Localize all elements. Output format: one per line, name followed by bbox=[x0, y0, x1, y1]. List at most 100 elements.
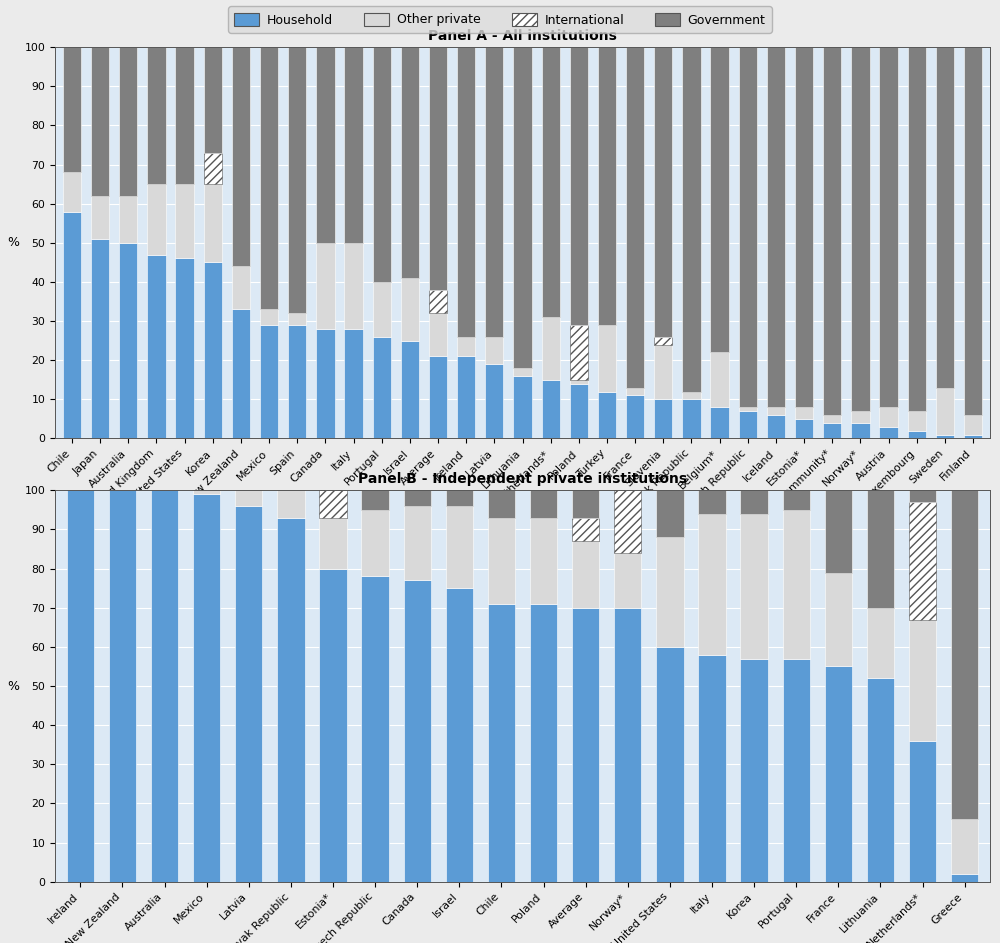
Bar bbox=[710, 407, 729, 438]
Bar bbox=[542, 47, 560, 317]
Bar bbox=[513, 47, 532, 368]
Bar bbox=[542, 317, 560, 380]
Bar bbox=[344, 47, 363, 242]
Bar bbox=[740, 658, 768, 882]
Bar bbox=[654, 344, 672, 400]
Bar bbox=[175, 184, 194, 258]
Bar bbox=[344, 329, 363, 438]
Bar bbox=[316, 242, 335, 329]
Bar bbox=[513, 376, 532, 438]
Bar bbox=[614, 490, 641, 553]
Bar bbox=[767, 407, 785, 415]
Bar bbox=[404, 490, 431, 506]
Bar bbox=[485, 364, 503, 438]
Bar bbox=[825, 572, 852, 667]
Bar bbox=[783, 510, 810, 658]
Bar bbox=[530, 604, 557, 882]
Bar bbox=[204, 262, 222, 438]
Bar bbox=[964, 47, 982, 415]
Bar bbox=[572, 607, 599, 882]
Bar bbox=[361, 576, 389, 882]
Bar bbox=[513, 368, 532, 376]
Bar bbox=[175, 258, 194, 438]
Bar bbox=[457, 356, 475, 438]
Bar bbox=[232, 309, 250, 438]
Bar bbox=[530, 518, 557, 604]
Bar bbox=[530, 490, 557, 518]
Bar bbox=[147, 255, 166, 438]
Bar bbox=[767, 415, 785, 438]
Bar bbox=[319, 490, 347, 518]
Legend: Household, Other private, International, Government: Household, Other private, International,… bbox=[228, 7, 772, 33]
Bar bbox=[654, 47, 672, 337]
Bar bbox=[598, 47, 616, 325]
Bar bbox=[909, 490, 936, 502]
Bar bbox=[446, 506, 473, 588]
Bar bbox=[698, 490, 726, 514]
Bar bbox=[260, 47, 278, 309]
Bar bbox=[429, 47, 447, 290]
Bar bbox=[951, 819, 978, 874]
Bar bbox=[260, 309, 278, 325]
Bar bbox=[319, 569, 347, 882]
Bar bbox=[936, 47, 954, 388]
Title: Panel B - Independent private institutions: Panel B - Independent private institutio… bbox=[358, 472, 687, 487]
Bar bbox=[446, 588, 473, 882]
Bar bbox=[119, 47, 137, 196]
Bar bbox=[488, 490, 515, 518]
Bar bbox=[570, 325, 588, 380]
Bar bbox=[851, 411, 870, 422]
Bar bbox=[429, 356, 447, 438]
Bar bbox=[570, 47, 588, 325]
Bar bbox=[879, 47, 898, 407]
Bar bbox=[63, 47, 81, 173]
Bar bbox=[767, 47, 785, 407]
Bar bbox=[542, 380, 560, 438]
Bar bbox=[823, 47, 841, 415]
Bar bbox=[964, 415, 982, 435]
Bar bbox=[288, 47, 306, 313]
Bar bbox=[739, 411, 757, 438]
Bar bbox=[63, 173, 81, 211]
Bar bbox=[446, 490, 473, 506]
Bar bbox=[373, 282, 391, 337]
Bar bbox=[485, 337, 503, 364]
Bar bbox=[109, 490, 136, 882]
Bar bbox=[63, 211, 81, 438]
Bar bbox=[119, 242, 137, 438]
Bar bbox=[67, 490, 94, 882]
Bar bbox=[825, 490, 852, 572]
Bar bbox=[682, 400, 701, 438]
Y-axis label: %: % bbox=[7, 237, 19, 249]
Bar bbox=[654, 400, 672, 438]
Bar bbox=[235, 490, 262, 506]
Bar bbox=[936, 388, 954, 435]
Bar bbox=[91, 196, 109, 239]
Bar bbox=[783, 658, 810, 882]
Bar bbox=[909, 620, 936, 741]
Bar bbox=[147, 47, 166, 184]
Bar bbox=[361, 510, 389, 576]
Title: Panel A - All institutions: Panel A - All institutions bbox=[428, 29, 617, 43]
Bar bbox=[572, 541, 599, 607]
Bar bbox=[373, 337, 391, 438]
Bar bbox=[656, 647, 684, 882]
Bar bbox=[795, 47, 813, 407]
Bar bbox=[626, 395, 644, 438]
Bar bbox=[739, 407, 757, 411]
Bar bbox=[698, 654, 726, 882]
Bar bbox=[908, 47, 926, 411]
Bar bbox=[656, 490, 684, 538]
Bar bbox=[232, 266, 250, 309]
Bar bbox=[404, 506, 431, 580]
Bar bbox=[119, 196, 137, 242]
Bar bbox=[783, 490, 810, 510]
Bar bbox=[909, 741, 936, 882]
Bar bbox=[851, 422, 870, 438]
Bar bbox=[739, 47, 757, 407]
Bar bbox=[867, 678, 894, 882]
Bar bbox=[232, 47, 250, 266]
Bar bbox=[879, 427, 898, 438]
Bar bbox=[570, 380, 588, 384]
Bar bbox=[964, 435, 982, 438]
